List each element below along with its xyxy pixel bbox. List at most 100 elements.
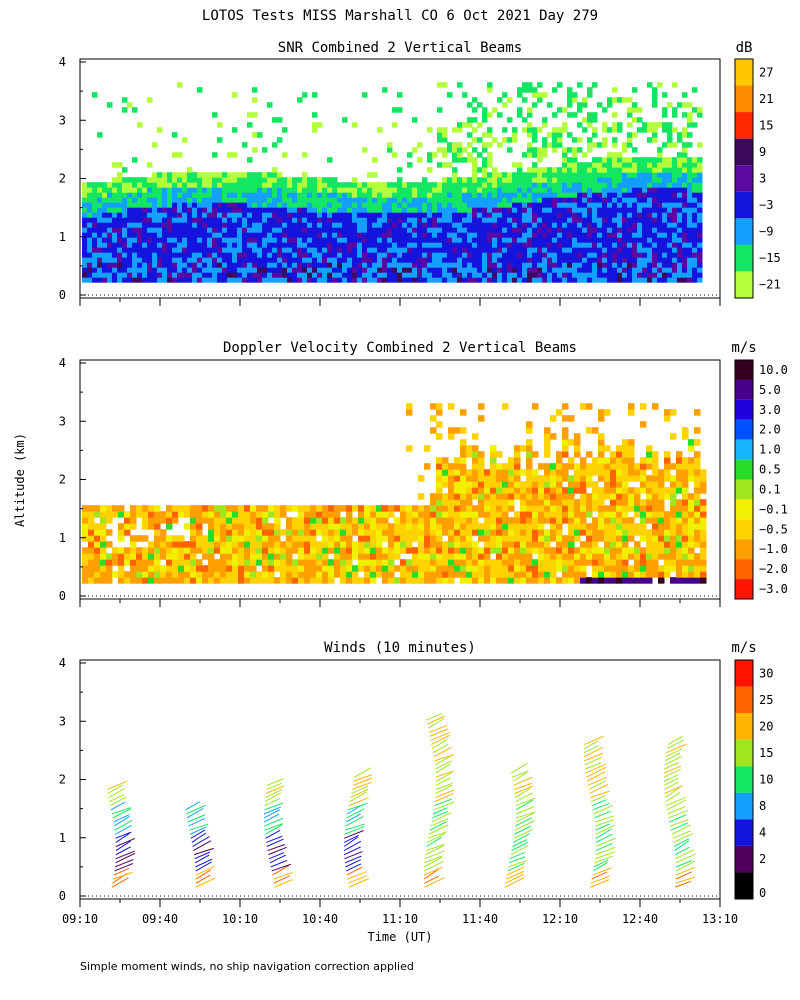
doppler-cell	[262, 559, 269, 566]
snr-cell	[447, 182, 453, 188]
snr-cell	[672, 142, 678, 148]
snr-cell	[512, 277, 518, 283]
snr-cell	[292, 217, 298, 223]
snr-cell	[527, 147, 533, 153]
snr-cell	[467, 207, 473, 213]
snr-cell	[172, 257, 178, 263]
snr-cell	[262, 227, 268, 233]
doppler-cell	[232, 529, 239, 536]
doppler-cell	[460, 493, 467, 500]
snr-cell	[437, 252, 443, 258]
doppler-cell	[580, 469, 587, 476]
doppler-cell	[610, 529, 617, 536]
doppler-cell	[604, 541, 611, 548]
snr-cell	[567, 177, 573, 183]
doppler-cell	[268, 565, 275, 572]
doppler-cell	[118, 553, 125, 560]
snr-cell	[562, 242, 568, 248]
snr-cell	[337, 232, 343, 238]
doppler-cell	[334, 547, 341, 554]
doppler-cell	[694, 511, 701, 518]
doppler-cell	[610, 463, 617, 470]
doppler-cell	[646, 505, 653, 512]
snr-cell	[212, 272, 218, 278]
doppler-cell	[454, 457, 461, 464]
snr-cell	[687, 182, 693, 188]
doppler-cell	[100, 559, 107, 566]
snr-cell	[432, 262, 438, 268]
doppler-cell	[82, 505, 89, 512]
snr-cell	[87, 277, 93, 283]
doppler-cell	[88, 505, 95, 512]
snr-cell	[177, 242, 183, 248]
doppler-cell	[592, 553, 599, 560]
snr-cell	[102, 217, 108, 223]
snr-cell	[357, 182, 363, 188]
snr-cell	[337, 192, 343, 198]
doppler-cell	[658, 505, 665, 512]
snr-cell	[627, 222, 633, 228]
doppler-cell	[652, 499, 659, 506]
colorbar-label: 1.0	[759, 443, 781, 457]
snr-cell	[522, 197, 528, 203]
snr-cell	[637, 167, 643, 173]
wind-barb	[110, 801, 126, 811]
doppler-cell	[244, 571, 251, 578]
snr-cell	[327, 212, 333, 218]
doppler-cell	[352, 529, 359, 536]
snr-cell	[612, 227, 618, 233]
snr-cell	[427, 262, 433, 268]
snr-cell	[432, 217, 438, 223]
snr-cell	[522, 257, 528, 263]
snr-cell	[132, 267, 138, 273]
snr-cell	[267, 102, 273, 108]
snr-cell	[252, 237, 258, 243]
doppler-cell	[676, 463, 683, 470]
snr-cell	[332, 272, 338, 278]
doppler-cell	[694, 577, 701, 584]
doppler-cell	[454, 427, 461, 434]
snr-cell	[432, 252, 438, 258]
snr-cell	[687, 217, 693, 223]
doppler-cell	[652, 493, 659, 500]
snr-cell	[222, 247, 228, 253]
snr-cell	[567, 247, 573, 253]
doppler-cell	[640, 535, 647, 542]
snr-cell	[667, 242, 673, 248]
snr-cell	[117, 202, 123, 208]
doppler-cell	[184, 565, 191, 572]
snr-cell	[452, 272, 458, 278]
snr-cell	[177, 237, 183, 243]
snr-cell	[522, 252, 528, 258]
snr-cell	[587, 187, 593, 193]
snr-cell	[482, 192, 488, 198]
snr-cell	[657, 162, 663, 168]
snr-cell	[612, 207, 618, 213]
snr-cell	[567, 187, 573, 193]
doppler-cell	[640, 547, 647, 554]
doppler-cell	[526, 427, 533, 434]
doppler-cell	[82, 523, 89, 530]
snr-cell	[257, 277, 263, 283]
snr-cell	[127, 252, 133, 258]
snr-cell	[172, 217, 178, 223]
snr-cell	[302, 237, 308, 243]
snr-cell	[497, 207, 503, 213]
doppler-cell	[88, 529, 95, 536]
doppler-cell	[556, 577, 563, 584]
doppler-cell	[154, 547, 161, 554]
snr-cell	[167, 192, 173, 198]
snr-cell	[482, 202, 488, 208]
snr-cell	[692, 242, 698, 248]
snr-cell	[272, 182, 278, 188]
wind-barb	[268, 846, 287, 856]
snr-cell	[312, 207, 318, 213]
doppler-cell	[460, 457, 467, 464]
snr-cell	[342, 262, 348, 268]
snr-cell	[657, 122, 663, 128]
snr-cell	[162, 197, 168, 203]
doppler-cell	[370, 523, 377, 530]
snr-cell	[472, 177, 478, 183]
doppler-cell	[658, 481, 665, 488]
snr-cell	[632, 117, 638, 123]
